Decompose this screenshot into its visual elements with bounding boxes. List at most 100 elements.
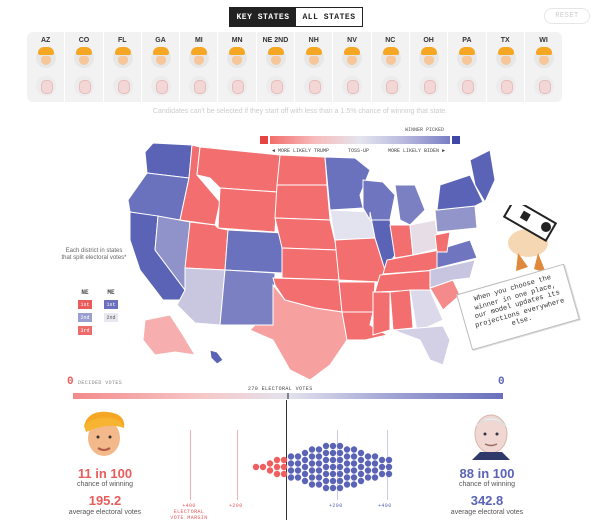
state-card-ga[interactable]: GA [141,32,181,102]
state-ak[interactable] [142,314,196,356]
outcome-dot [343,446,351,453]
trump-avatar-icon[interactable] [457,47,478,68]
state-tx[interactable] [249,283,348,381]
trump-chance: 11 in 100 [77,466,133,481]
trump-avatar-icon[interactable] [533,47,554,68]
state-wv[interactable] [434,231,451,253]
outcome-dot [336,449,344,457]
state-card-fl[interactable]: FL [103,32,142,102]
biden-avatar-icon[interactable] [112,76,133,96]
trump-avatar-icon[interactable] [36,47,56,68]
state-card-nc[interactable]: NC [371,32,410,102]
state-card-oh[interactable]: OH [409,32,449,102]
trump-avatar-icon[interactable] [380,47,401,68]
biden-picked-swatch [452,136,460,144]
state-nd[interactable] [276,154,328,186]
trump-avatar-icon[interactable] [74,47,95,68]
state-wi[interactable] [362,179,396,221]
trump-avatar-icon[interactable] [418,47,439,68]
biden-avatar-icon[interactable] [495,76,516,96]
biden-avatar-icon[interactable] [189,76,210,96]
state-fl[interactable] [392,325,451,366]
biden-avatar-icon[interactable] [150,76,171,96]
state-label: CO [78,37,90,44]
state-ny[interactable] [436,174,484,211]
state-mi[interactable] [394,184,426,226]
outcome-dot [287,467,295,474]
me-district-2[interactable]: 2nd [104,313,118,322]
state-card-pa[interactable]: PA [448,32,487,102]
trump-avatar-icon[interactable] [265,47,286,68]
state-card-az[interactable]: AZ [27,32,66,102]
trump-avatar-icon[interactable] [304,47,325,68]
winner-picked-label: WINNER PICKED [405,127,445,133]
reset-button[interactable]: RESET [544,8,590,24]
outcome-dot [329,442,337,450]
state-card-mi[interactable]: MI [180,32,219,102]
state-card-wi[interactable]: WI [524,32,564,102]
all-states-tab[interactable]: ALL STATES [296,8,362,26]
biden-avatar-icon[interactable] [227,76,248,96]
me-district-1[interactable]: 1st [104,300,118,309]
state-ar[interactable] [338,281,376,313]
biden-avatar-icon[interactable] [74,76,95,96]
outcome-dot [301,463,309,471]
biden-avatar-icon[interactable] [265,76,286,96]
state-al[interactable] [389,289,414,331]
biden-average-label: average electoral votes [450,509,524,516]
state-ga[interactable] [409,289,444,333]
trump-decided-count: 0 [67,376,74,388]
outcome-dot [266,467,274,474]
trump-avatar-icon[interactable] [189,47,210,68]
biden-avatar-icon[interactable] [342,76,363,96]
outcome-dot [322,470,330,478]
trump-avatar-icon[interactable] [227,47,248,68]
state-ne-states[interactable] [469,149,495,204]
state-nc[interactable] [429,259,476,289]
state-card-ne2[interactable]: NE 2ND [256,32,296,102]
trump-avatar-icon[interactable] [342,47,363,68]
biden-avatar-icon[interactable] [533,76,554,96]
state-card-mn[interactable]: MN [218,32,257,102]
state-ms[interactable] [372,291,391,336]
biden-avatar-icon[interactable] [418,76,439,96]
outcome-dot [336,484,344,492]
state-wy[interactable] [217,187,278,233]
biden-avatar-icon[interactable] [36,76,56,96]
state-card-nv[interactable]: NV [333,32,372,102]
state-label: NC [385,37,396,44]
state-sd[interactable] [274,184,331,221]
state-card-nh[interactable]: NH [295,32,334,102]
outcome-dot [350,481,358,488]
outcome-dot [343,481,351,488]
biden-avatar-icon[interactable] [380,76,401,96]
biden-avatar-icon[interactable] [457,76,478,96]
outcome-dot [329,463,337,471]
outcome-dot [350,446,358,453]
state-ks[interactable] [281,247,340,281]
trump-avatar-icon[interactable] [495,47,516,68]
outcome-dot [343,460,351,467]
state-card-co[interactable]: CO [65,32,104,102]
trump-avatar-icon[interactable] [112,47,133,68]
state-co[interactable] [224,229,284,274]
state-card-tx[interactable]: TX [486,32,525,102]
ne-district-1[interactable]: 1st [78,300,92,309]
biden-avatar-icon[interactable] [304,76,325,96]
biden-average-ev: 342.8 [470,493,504,508]
state-mt[interactable] [196,146,281,193]
outcome-dot [294,460,302,467]
state-ut[interactable] [184,221,229,271]
ne-district-2[interactable]: 2nd [78,313,92,322]
key-states-tab[interactable]: KEY STATES [230,8,296,26]
state-ne[interactable] [274,217,338,251]
outcome-dot [350,453,358,460]
ne-district-3[interactable]: 3rd [78,326,92,335]
trump-average-label: average electoral votes [68,509,142,516]
state-nm[interactable] [219,269,276,326]
state-hi[interactable] [209,349,224,365]
trump-avatar-icon[interactable] [150,47,171,68]
outcome-dot [350,474,358,481]
state-wa[interactable] [144,142,193,179]
outcome-dot [322,463,330,471]
